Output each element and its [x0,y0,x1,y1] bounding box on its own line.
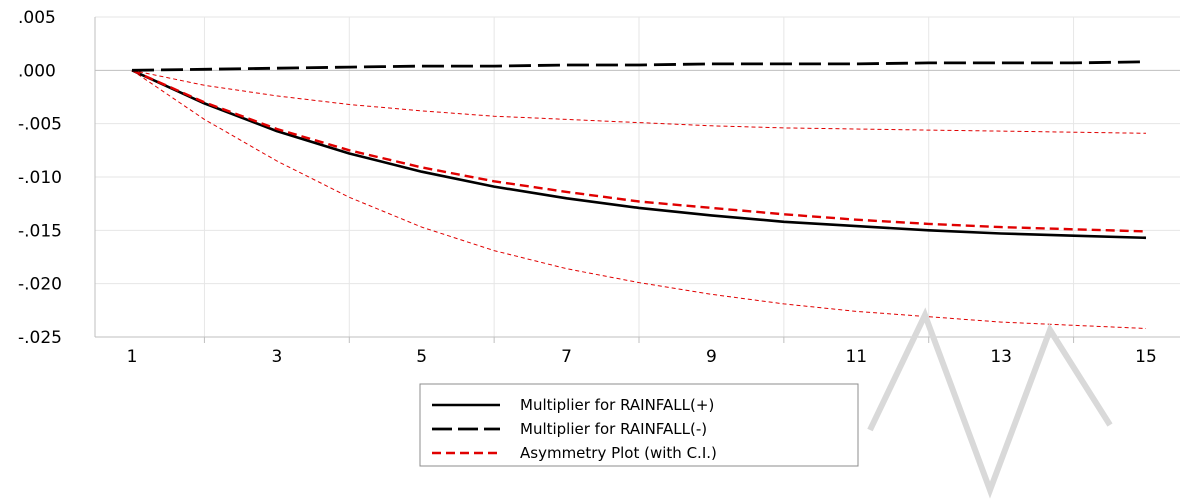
y-tick-label: .000 [18,61,56,81]
y-tick-label: -.025 [18,328,62,348]
series-line-series-0 [131,69,1147,240]
series-lines [131,60,1147,329]
legend: Multiplier for RAINFALL(+) Multiplier for… [419,383,859,467]
x-tick-label: 7 [561,347,572,367]
y-tick-label: -.020 [18,275,62,295]
x-tick-label: 15 [1135,347,1157,367]
x-tick-label: 13 [990,347,1012,367]
y-tick-labels: .005 .000 -.005 -.010 -.015 -.020 -.025 [18,8,62,348]
y-tick-label: -.010 [18,168,62,188]
series-line-series-2 [131,69,1147,233]
legend-label: Multiplier for RAINFALL(+) [520,396,714,414]
y-tick-label: -.005 [18,115,62,135]
x-tick-label: 1 [127,347,138,367]
x-tick-label: 11 [845,347,867,367]
series-line-ci-lower [131,69,1147,329]
legend-label: Asymmetry Plot (with C.I.) [520,444,717,462]
x-tick-label: 5 [416,347,427,367]
y-tick-label: .005 [18,8,56,28]
x-tick-label: 3 [271,347,282,367]
x-tick-labels: 1 3 5 7 9 11 13 15 [127,347,1157,367]
series-line-series-1 [131,60,1147,72]
legend-label: Multiplier for RAINFALL(-) [520,420,707,438]
series-line-ci-upper [131,69,1147,134]
x-tick-label: 9 [706,347,717,367]
y-tick-label: -.015 [18,221,62,241]
